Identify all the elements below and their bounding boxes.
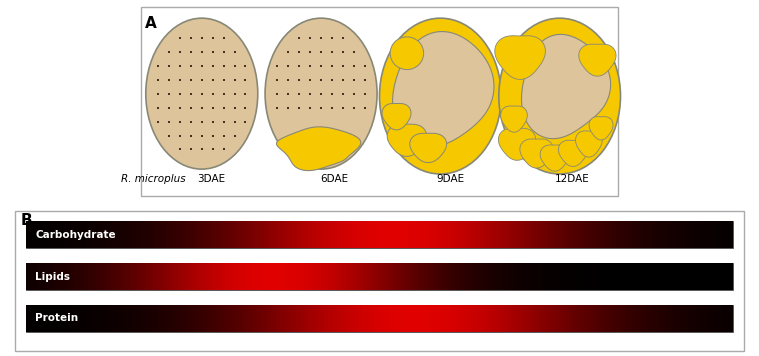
Text: 3DAE: 3DAE: [197, 174, 225, 184]
Polygon shape: [382, 104, 411, 130]
FancyBboxPatch shape: [141, 7, 618, 197]
Polygon shape: [575, 131, 602, 157]
FancyBboxPatch shape: [26, 221, 733, 248]
Ellipse shape: [499, 18, 621, 174]
Text: Lipids: Lipids: [35, 272, 70, 282]
Polygon shape: [501, 106, 528, 132]
Polygon shape: [495, 36, 546, 79]
Text: 6DAE: 6DAE: [320, 174, 349, 184]
Ellipse shape: [265, 18, 377, 169]
Polygon shape: [410, 133, 446, 163]
Text: A: A: [145, 16, 156, 31]
Polygon shape: [499, 128, 536, 160]
Ellipse shape: [380, 18, 501, 174]
Text: Protein: Protein: [35, 313, 78, 323]
Polygon shape: [579, 44, 616, 76]
Polygon shape: [276, 127, 361, 171]
Polygon shape: [540, 145, 569, 171]
Text: R. microplus: R. microplus: [121, 174, 185, 184]
Text: 12DAE: 12DAE: [555, 174, 589, 184]
Polygon shape: [387, 124, 427, 156]
Polygon shape: [392, 32, 494, 147]
Ellipse shape: [390, 37, 424, 69]
Polygon shape: [559, 140, 587, 167]
Text: Carbohydrate: Carbohydrate: [35, 230, 115, 240]
Ellipse shape: [146, 18, 258, 169]
Polygon shape: [521, 35, 610, 138]
Text: B: B: [21, 213, 33, 228]
Polygon shape: [520, 139, 553, 168]
FancyBboxPatch shape: [26, 263, 733, 290]
Text: 9DAE: 9DAE: [436, 174, 465, 184]
FancyBboxPatch shape: [15, 211, 744, 351]
Polygon shape: [589, 117, 613, 140]
FancyBboxPatch shape: [26, 305, 733, 331]
